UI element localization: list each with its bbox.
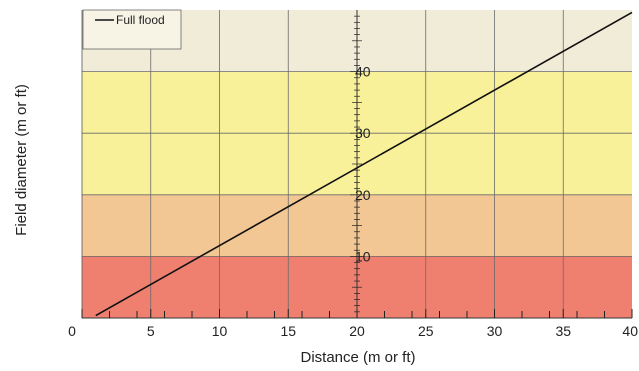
x-tick-label-35: 35 <box>555 323 571 339</box>
x-tick-label-25: 25 <box>418 323 434 339</box>
y-tick-label-40: 40 <box>355 64 371 80</box>
x-tick-label-30: 30 <box>487 323 503 339</box>
y-tick-labels: 10 20 30 40 <box>355 64 371 265</box>
y-axis-title: Field diameter (m or ft) <box>13 84 30 236</box>
x-tick-labels: 0 5 10 15 20 25 30 35 40 <box>68 323 638 339</box>
y-tick-label-10: 10 <box>355 248 371 264</box>
x-tick-label-20: 20 <box>349 323 365 339</box>
x-tick-label-15: 15 <box>280 323 296 339</box>
series-lines <box>95 11 633 317</box>
x-axis-title: Distance (m or ft) <box>300 349 415 366</box>
y-tick-label-30: 30 <box>355 125 371 141</box>
legend-box <box>82 9 182 50</box>
x-tick-label-5: 5 <box>147 323 155 339</box>
x-tick-label-10: 10 <box>212 323 228 339</box>
axes <box>81 10 633 319</box>
y-tick-label-20: 20 <box>355 187 371 203</box>
legend-label: Full flood <box>116 13 165 27</box>
legend: Full flood <box>82 9 182 50</box>
series-line-0 <box>95 11 633 317</box>
x-tick-label-40: 40 <box>622 323 638 339</box>
x-tick-label-0: 0 <box>68 323 76 339</box>
